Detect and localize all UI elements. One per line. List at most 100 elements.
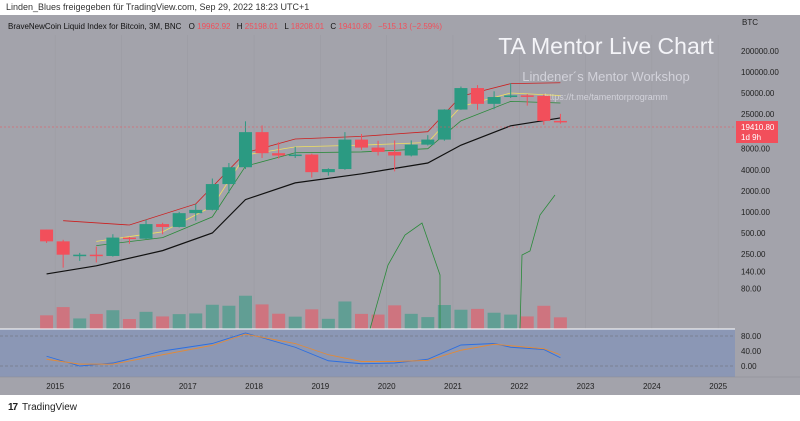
price-scale-background	[735, 15, 800, 395]
oscillator-line-orange	[46, 333, 561, 365]
candle	[454, 88, 468, 110]
price-tick-label: 100000.00	[741, 68, 779, 77]
volume-bar	[73, 318, 87, 329]
last-price-tag	[736, 121, 778, 143]
tradingview-logo-icon: 17	[8, 402, 18, 413]
oscillator-lines	[46, 332, 561, 367]
watermark-subtitle: Lindener´s Mentor Workshop	[522, 69, 689, 84]
candle	[537, 95, 551, 121]
volume-bars	[40, 295, 567, 329]
price-tick-label: 25000.00	[741, 110, 775, 119]
time-tick-label: 2025	[709, 382, 727, 391]
candle	[338, 139, 352, 170]
volume-bar	[553, 317, 567, 329]
candles	[40, 83, 567, 268]
publisher-line: Linden_Blues freigegeben für TradingView…	[6, 2, 310, 12]
candle	[238, 132, 252, 168]
oscillator-tick-label: 40.00	[741, 347, 762, 356]
time-ticks: 2015 2016 2017 2018 2019 2020 2021 2022 2023 2024…	[46, 382, 727, 391]
volume-bar	[156, 316, 170, 329]
volume-bar	[537, 305, 551, 329]
volume-bar	[487, 312, 501, 329]
candle	[139, 224, 153, 239]
moving-average-red	[63, 82, 561, 226]
price-tick-label: 8000.00	[741, 145, 770, 154]
price-chart[interactable]: TA Mentor Live Chart Lindener´s Mentor W…	[0, 15, 800, 395]
price-tick-label: 80.00	[741, 285, 762, 294]
time-tick-label: 2016	[113, 382, 131, 391]
volume-bar	[106, 310, 120, 329]
time-tick-label: 2021	[444, 382, 462, 391]
volume-bar	[454, 309, 468, 329]
price-scale-currency: BTC	[742, 18, 758, 27]
volume-bar	[355, 313, 368, 329]
candle	[355, 139, 368, 148]
legend-high-label: H	[237, 22, 243, 31]
candle	[288, 154, 302, 157]
price-scale[interactable]: BTC 200000.00 100000.00 50000.00 25000.00 80…	[735, 15, 800, 395]
price-tick-label: 250.00	[741, 250, 766, 259]
volume-bar	[520, 316, 534, 329]
legend-open-label: O	[189, 22, 195, 31]
price-tick-label: 140.00	[741, 268, 766, 277]
candle	[305, 154, 319, 173]
candle	[272, 153, 286, 156]
time-tick-label: 2024	[643, 382, 661, 391]
volume-bar	[56, 307, 70, 329]
candle	[404, 144, 418, 156]
volume-bar	[122, 319, 136, 329]
time-tick-label: 2020	[378, 382, 396, 391]
oscillator-background	[0, 329, 735, 377]
oscillator-tick-label: 0.00	[741, 362, 757, 371]
candle	[371, 147, 385, 152]
volume-bar	[139, 311, 153, 329]
volume-bar	[305, 309, 319, 329]
volume-bar	[338, 301, 352, 329]
volume-bar	[321, 318, 335, 329]
time-tick-label: 2017	[179, 382, 197, 391]
price-tick-label: 4000.00	[741, 166, 770, 175]
candle	[106, 237, 120, 256]
volume-bar	[255, 304, 269, 329]
chart-area[interactable]: TA Mentor Live Chart Lindener´s Mentor W…	[0, 15, 800, 395]
candle	[255, 132, 269, 154]
candle	[421, 139, 435, 145]
price-tick-label: 1000.00	[741, 208, 770, 217]
time-tick-label: 2015	[46, 382, 64, 391]
candle	[504, 95, 518, 98]
candle	[487, 97, 501, 104]
legend-low: 18208.01	[291, 22, 325, 31]
price-tick-label: 500.00	[741, 229, 766, 238]
volume-bar	[504, 314, 518, 329]
svg-text:BraveNewCoin Liquid Index for: BraveNewCoin Liquid Index for Bitcoin, 3…	[8, 22, 442, 31]
volume-bar	[205, 304, 219, 329]
moving-averages	[46, 82, 561, 275]
legend-high: 25198.01	[245, 22, 279, 31]
legend: BraveNewCoin Liquid Index for Bitcoin, 3…	[8, 22, 442, 31]
oscillator-panel	[0, 328, 800, 377]
time-tick-label: 2018	[245, 382, 263, 391]
volume-bar	[404, 313, 418, 329]
moving-average-black	[46, 117, 561, 275]
candle	[122, 237, 136, 240]
legend-change: −515.13 (−2.59%)	[378, 22, 442, 31]
volume-bar	[272, 313, 286, 329]
volume-bar	[189, 313, 203, 329]
time-scale[interactable]: 2015 2016 2017 2018 2019 2020 2021 2022 2023 2024…	[0, 376, 800, 391]
candle	[56, 241, 70, 255]
footer: 17 TradingView	[0, 395, 800, 421]
candle	[89, 254, 103, 257]
watermark-url: https://t.me/tamentorprogramm	[544, 92, 668, 102]
candle	[222, 167, 236, 185]
volume-bar	[40, 315, 54, 329]
legend-open: 19962.92	[197, 22, 231, 31]
last-price-value: 19410.80	[741, 123, 775, 132]
volume-bar	[238, 295, 252, 329]
volume-bar	[371, 314, 385, 329]
candle	[388, 151, 402, 156]
moving-average-yellow	[96, 92, 561, 242]
volume-bar	[471, 308, 485, 329]
publisher-bar: Linden_Blues freigegeben für TradingView…	[0, 0, 800, 15]
price-ticks: 200000.00 100000.00 50000.00 25000.00 8000.0…	[741, 47, 779, 294]
time-tick-label: 2023	[577, 382, 595, 391]
